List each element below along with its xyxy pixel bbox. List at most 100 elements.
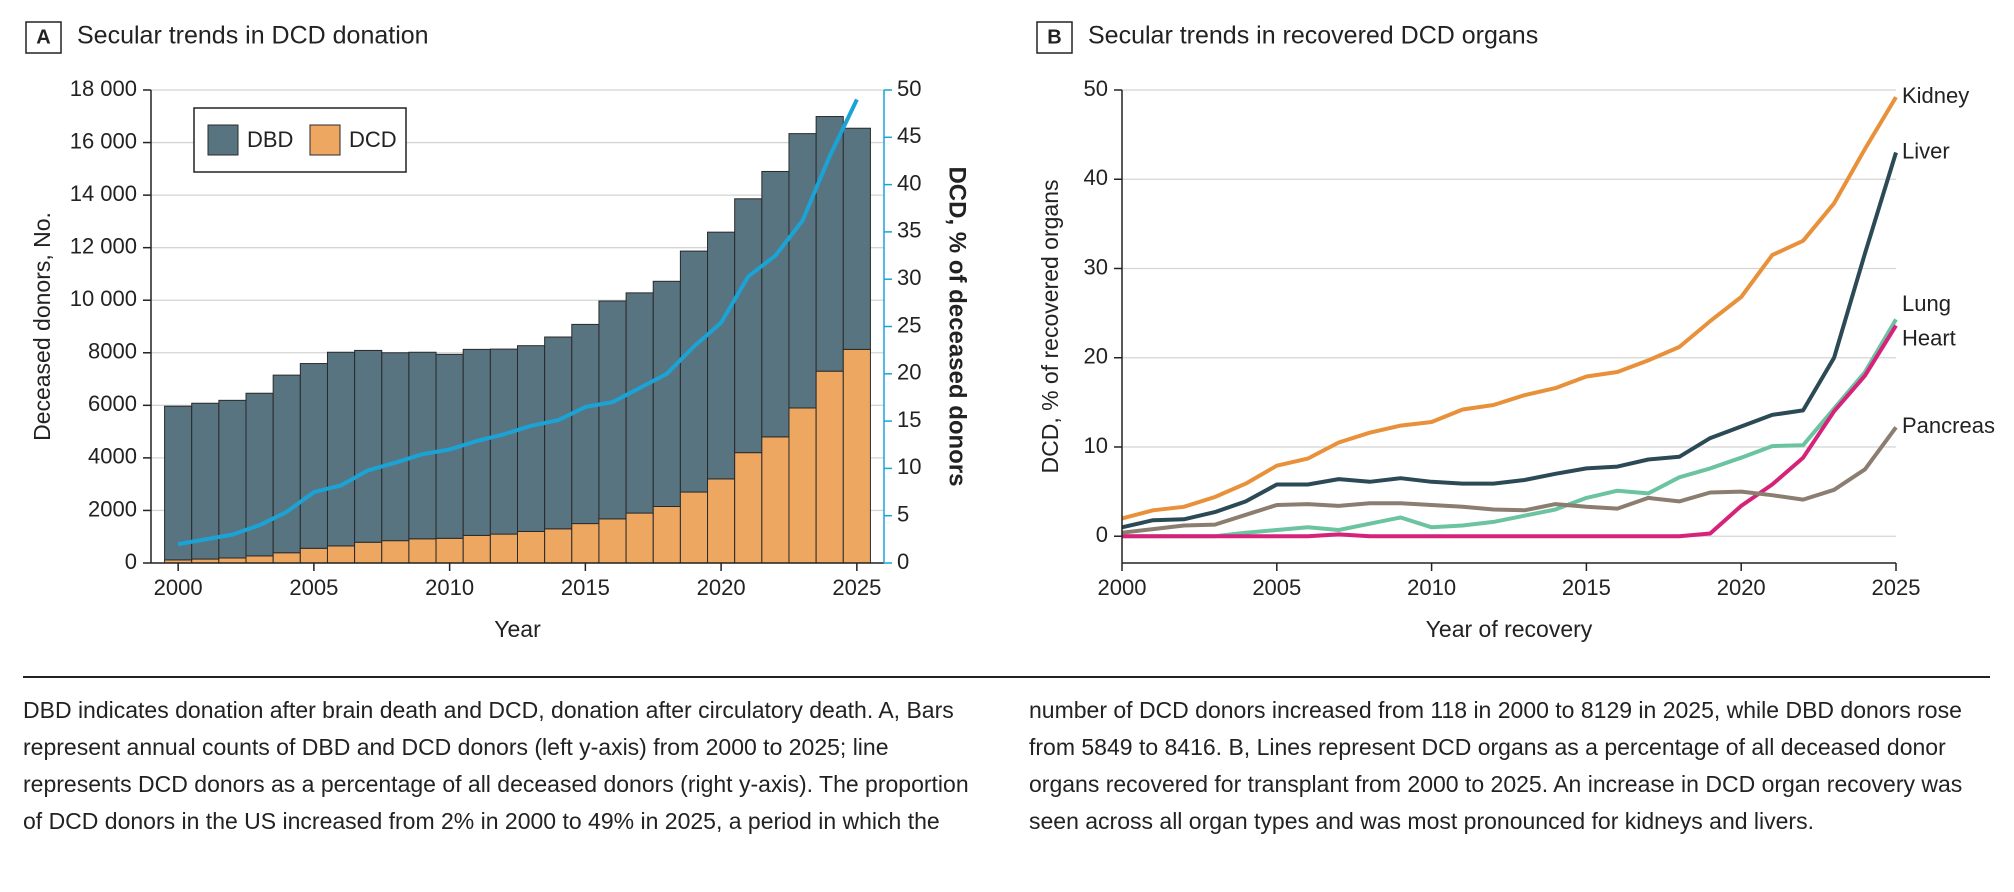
y2-tick-label: 25 [897,312,921,337]
series-label: Pancreas [1902,413,1995,438]
y-axis-label: DCD, % of recovered organs [1037,179,1063,473]
legend-swatch [309,124,341,156]
bar [544,528,573,564]
chart-title: Secular trends in recovered DCD organs [1088,22,1538,50]
series-label: Lung [1902,291,1951,316]
y-tick-label: 16 000 [70,128,137,153]
data-line [1121,426,1898,535]
x-tick-label: 2025 [832,575,881,600]
data-line [1122,324,1898,539]
caption: DBD indicates donation after brain death… [23,697,1963,834]
x-tick-label: 2015 [1562,575,1611,600]
y-tick-label: 50 [1084,76,1108,101]
bar [679,250,709,493]
bar [544,336,573,530]
bar [517,345,546,532]
legend-label: DBD [247,127,293,152]
bar [842,348,871,564]
bar [408,538,437,564]
bar [571,323,600,525]
y2-tick-label: 0 [897,549,909,574]
bar [381,352,410,542]
y2-tick-label: 20 [897,360,921,385]
bar [408,351,437,540]
y-tick-label: 0 [125,549,137,574]
bar [734,198,763,454]
bar [788,133,817,409]
y-tick-label: 10 [1084,433,1108,458]
x-tick-label: 2020 [697,575,746,600]
y2-tick-label: 15 [897,407,921,432]
panel-label: A [36,26,50,48]
bar [435,537,464,564]
panel-box [25,21,62,54]
bar [299,363,328,549]
bar [652,506,681,564]
y2-axis-label: DCD, % of deceased donors [944,166,971,486]
bar [761,170,790,438]
bar [164,405,193,561]
y2-tick-label: 35 [897,218,921,243]
legend-swatch [207,124,239,156]
legend-label: DCD [349,127,397,152]
y-tick-label: 12 000 [70,233,137,258]
x-tick-label: 2005 [1252,575,1301,600]
bar [489,348,518,535]
bar [842,127,871,350]
data-line [1121,96,1898,521]
bar [625,292,654,514]
x-axis-label: Year of recovery [1426,616,1593,642]
bar [652,280,681,508]
x-tick-label: 2015 [561,575,610,600]
bar [625,512,654,564]
bar [679,491,709,564]
y-tick-label: 2000 [88,496,137,521]
bar [815,370,844,564]
bar [517,530,546,564]
panel-box [1036,21,1073,54]
bar [354,541,383,564]
bar [598,300,627,520]
data-line [177,98,859,547]
y-tick-label: 20 [1084,344,1108,369]
x-tick-label: 2005 [289,575,338,600]
chart-title: Secular trends in DCD donation [77,22,429,50]
y2-tick-label: 5 [897,502,909,527]
x-tick-label: 2000 [1098,575,1147,600]
bar [761,436,790,564]
bar [598,518,627,564]
y-axis-label: Deceased donors, No. [29,212,55,441]
y2-tick-label: 45 [897,123,921,148]
x-tick-label: 2010 [425,575,474,600]
bar [489,533,518,564]
bar [354,349,383,543]
bar [191,402,220,560]
bar [707,231,736,480]
bar [734,452,763,564]
bar [326,545,356,564]
x-axis-label: Year [494,616,541,642]
y-tick-label: 0 [1096,522,1108,547]
y2-tick-label: 50 [897,76,921,101]
bar [707,478,736,564]
y-tick-label: 4000 [88,444,137,469]
x-tick-label: 2020 [1717,575,1766,600]
y-tick-label: 30 [1084,254,1108,279]
bar [571,523,600,564]
y-tick-label: 8000 [88,339,137,364]
bar [299,547,328,564]
series-label: Kidney [1902,83,1969,108]
y-tick-label: 40 [1084,165,1108,190]
y-tick-label: 18 000 [70,76,137,101]
y-tick-label: 10 000 [70,286,137,311]
series-label: Liver [1902,138,1950,163]
y-tick-label: 6000 [88,391,137,416]
series-label: Heart [1902,325,1956,350]
y-tick-label: 14 000 [70,181,137,206]
bar [326,351,356,547]
bar [788,407,817,564]
bar [462,534,491,564]
x-tick-label: 2010 [1407,575,1456,600]
